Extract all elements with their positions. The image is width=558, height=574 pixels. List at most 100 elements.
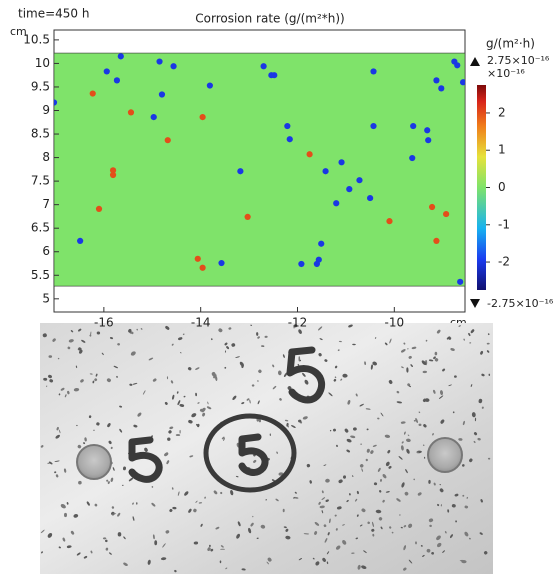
photo-speck xyxy=(105,539,108,543)
photo-speck xyxy=(62,537,66,542)
spot xyxy=(113,77,121,84)
photo-speck xyxy=(404,491,409,496)
photo-speck xyxy=(447,509,450,513)
photo-speck xyxy=(481,406,484,409)
photo-speck xyxy=(132,502,134,505)
photo-speck xyxy=(73,514,79,518)
photo-speck xyxy=(379,490,382,493)
photo-speck xyxy=(95,373,98,377)
photo-speck xyxy=(312,557,315,560)
photo-speck xyxy=(401,482,405,488)
photo-speck xyxy=(215,526,220,530)
photo-speck xyxy=(382,474,387,479)
photo-speck xyxy=(366,428,369,431)
photo-speck xyxy=(382,499,385,503)
spots xyxy=(54,53,465,285)
spot xyxy=(433,237,440,245)
y-tick-label: 5.5 xyxy=(31,268,50,282)
photo-speck xyxy=(110,446,113,450)
photo-speck xyxy=(437,503,440,507)
photo-speck xyxy=(466,496,469,499)
spot xyxy=(370,122,377,130)
photo-speck xyxy=(400,526,403,529)
photo-speck xyxy=(221,436,225,440)
photo-speck xyxy=(380,526,383,530)
photo-speck xyxy=(177,491,180,496)
photo-speck xyxy=(225,567,228,570)
photo-speck xyxy=(458,325,461,327)
photo-speck xyxy=(111,506,115,509)
photo-speck xyxy=(378,517,383,521)
photo-speck xyxy=(434,358,439,362)
y-tick-label: 7.5 xyxy=(31,174,50,188)
spot xyxy=(206,82,213,89)
photo-speck xyxy=(67,346,71,350)
photo-speck xyxy=(117,532,122,537)
photo-speck xyxy=(410,364,413,368)
y-tick-label: 6 xyxy=(42,244,50,258)
photo-speck xyxy=(90,550,93,554)
photo-speck xyxy=(256,332,259,336)
photo-speck xyxy=(353,427,357,431)
photo-speck xyxy=(110,477,114,482)
photo-speck xyxy=(291,425,296,428)
photo-speck xyxy=(440,504,443,507)
photo-speck xyxy=(168,430,172,434)
photo-speck xyxy=(452,411,455,414)
photo-speck xyxy=(373,482,378,486)
photo-speck xyxy=(58,393,61,396)
photo-speck xyxy=(461,559,467,564)
photo-speck xyxy=(309,480,312,484)
spot xyxy=(260,63,267,70)
photo-speck xyxy=(191,413,197,418)
photo-speck xyxy=(86,501,90,506)
photo-speck xyxy=(285,535,291,540)
photo-speck xyxy=(132,382,138,385)
photo-speck xyxy=(329,518,331,524)
photo-speck xyxy=(172,506,177,510)
photo-speck xyxy=(272,364,275,368)
photo-speck xyxy=(477,437,481,441)
photo-speck xyxy=(468,332,471,337)
spot xyxy=(284,122,291,130)
y-tick-label: 9.5 xyxy=(31,79,50,93)
photo-speck xyxy=(253,459,257,463)
photo-speck xyxy=(408,559,413,564)
photo-speck xyxy=(165,530,170,534)
spot xyxy=(457,278,464,285)
photo-speck xyxy=(142,390,146,395)
photo-speck xyxy=(117,343,120,346)
photo-speck xyxy=(455,520,458,523)
photo-speck xyxy=(195,367,200,370)
spot xyxy=(428,203,436,211)
photo-speck xyxy=(75,365,78,369)
photo-speck xyxy=(338,479,343,484)
photo-speck xyxy=(206,406,212,410)
spot xyxy=(298,260,305,268)
photo-speck xyxy=(420,545,423,547)
photo-speck xyxy=(365,458,368,462)
photo-speck xyxy=(439,488,444,493)
photo-speck xyxy=(459,559,463,562)
photo-speck xyxy=(325,499,329,502)
colorbar-tick-label: 1 xyxy=(498,143,506,157)
photo-speck xyxy=(359,524,363,527)
photo-speck xyxy=(277,370,282,376)
photo-speck xyxy=(224,342,228,346)
photo-speck xyxy=(193,541,199,545)
photo-speck xyxy=(440,419,445,424)
photo-speck xyxy=(470,329,475,334)
y-axis-unit: cm xyxy=(10,25,27,38)
photo-speck xyxy=(129,383,133,386)
photo-speck xyxy=(425,339,428,342)
colorbar-tick-label: 0 xyxy=(498,180,506,194)
photo-speck xyxy=(363,550,367,554)
photo-speck xyxy=(413,478,415,481)
x-tick-label: -10 xyxy=(385,316,405,330)
photo-speck xyxy=(418,411,421,414)
photo-speck xyxy=(367,521,370,525)
colorbar xyxy=(477,85,486,290)
photo-speck xyxy=(336,506,342,510)
photo-speck xyxy=(177,337,183,341)
photo-speck xyxy=(374,337,377,339)
